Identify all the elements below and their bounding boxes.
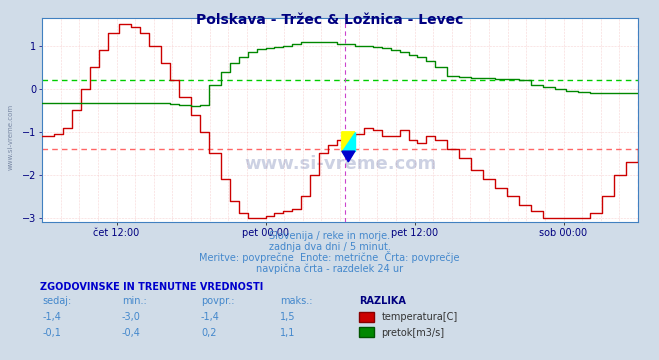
Text: www.si-vreme.com: www.si-vreme.com [8,104,14,170]
Text: navpična črta - razdelek 24 ur: navpična črta - razdelek 24 ur [256,263,403,274]
Text: RAZLIKA: RAZLIKA [359,296,406,306]
Text: -1,4: -1,4 [43,312,62,323]
Text: Slovenija / reke in morje.: Slovenija / reke in morje. [269,231,390,242]
Text: 0,2: 0,2 [201,328,217,338]
Text: -0,4: -0,4 [122,328,141,338]
Text: -3,0: -3,0 [122,312,141,323]
Text: sedaj:: sedaj: [43,296,72,306]
Text: 1,5: 1,5 [280,312,296,323]
Text: -0,1: -0,1 [43,328,62,338]
Polygon shape [342,132,355,151]
Text: 1,1: 1,1 [280,328,295,338]
Text: www.si-vreme.com: www.si-vreme.com [244,155,436,173]
Text: temperatura[C]: temperatura[C] [382,312,458,323]
Text: min.:: min.: [122,296,147,306]
Text: Meritve: povprečne  Enote: metrične  Črta: povprečje: Meritve: povprečne Enote: metrične Črta:… [199,251,460,263]
Text: Polskava - Tržec & Ložnica - Levec: Polskava - Tržec & Ložnica - Levec [196,13,463,27]
Text: maks.:: maks.: [280,296,312,306]
Polygon shape [342,132,355,151]
Text: povpr.:: povpr.: [201,296,235,306]
Polygon shape [342,151,355,162]
Text: pretok[m3/s]: pretok[m3/s] [382,328,445,338]
Text: -1,4: -1,4 [201,312,220,323]
Text: ZGODOVINSKE IN TRENUTNE VREDNOSTI: ZGODOVINSKE IN TRENUTNE VREDNOSTI [40,282,263,292]
Text: zadnja dva dni / 5 minut.: zadnja dva dni / 5 minut. [269,242,390,252]
